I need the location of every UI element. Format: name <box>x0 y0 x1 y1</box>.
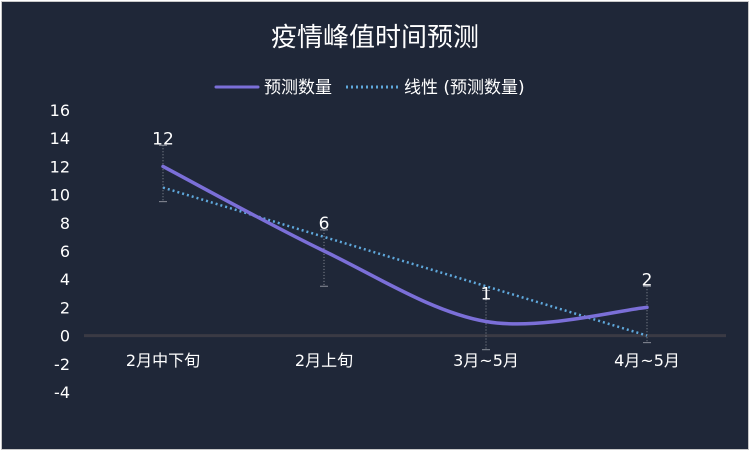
y-tick-label: 4 <box>60 270 70 289</box>
y-tick-label: 2 <box>60 298 70 317</box>
legend: 预测数量 线性 (预测数量) <box>214 78 525 98</box>
x-tick-label: 3月~5月 <box>453 351 519 370</box>
y-tick-label: 16 <box>50 101 70 120</box>
data-label: 1 <box>481 285 492 305</box>
y-axis-ticks: 16 14 12 10 8 6 4 2 0 -2 -4 <box>50 101 70 402</box>
data-label: 2 <box>642 270 653 290</box>
x-tick-label: 2月中下旬 <box>126 351 200 370</box>
x-axis-ticks: 2月中下旬 2月上旬 3月~5月 4月~5月 <box>126 351 680 370</box>
x-tick-label: 4月~5月 <box>614 351 680 370</box>
y-tick-label: -2 <box>54 355 70 374</box>
y-tick-label: 14 <box>50 129 70 148</box>
legend-label-series-2: 线性 (预测数量) <box>404 78 525 98</box>
error-bars <box>159 144 651 351</box>
y-tick-label: 10 <box>50 186 70 205</box>
y-tick-label: 6 <box>60 242 70 261</box>
y-tick-label: 12 <box>50 157 70 176</box>
data-label: 6 <box>319 214 330 234</box>
trend-line <box>162 186 648 337</box>
y-tick-label: 8 <box>60 214 70 233</box>
chart-title: 疫情峰值时间预测 <box>271 23 479 53</box>
forecast-line <box>161 164 649 326</box>
data-label: 12 <box>152 129 174 149</box>
chart-frame <box>1 1 749 450</box>
legend-label-series-1: 预测数量 <box>264 78 332 98</box>
y-tick-label: 0 <box>60 327 70 346</box>
y-tick-label: -4 <box>54 383 70 402</box>
x-tick-label: 2月上旬 <box>295 351 353 370</box>
